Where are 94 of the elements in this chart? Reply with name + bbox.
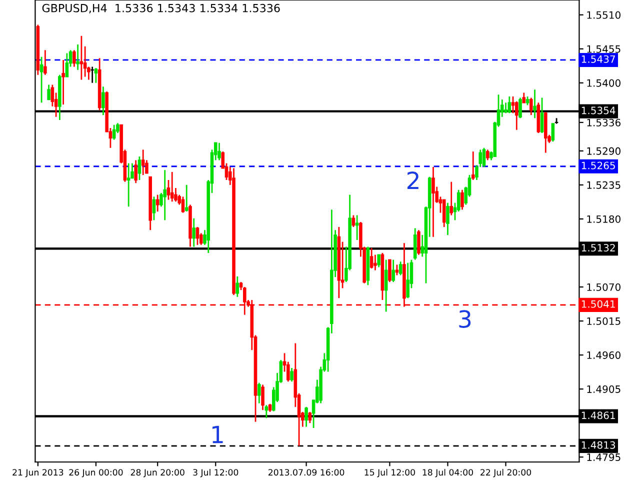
candlestick	[290, 367, 294, 382]
y-tick-label: 1.5180	[587, 215, 620, 223]
candlestick	[442, 199, 446, 228]
candlestick	[72, 49, 76, 68]
y-tick-label: 1.5336	[587, 118, 621, 126]
candlestick	[450, 181, 454, 216]
candlestick	[134, 159, 138, 184]
y-tick-label: 1.5510	[587, 11, 620, 19]
candlestick	[44, 49, 47, 76]
candlestick	[417, 229, 420, 256]
y-tick-label: 1.5400	[587, 79, 620, 87]
candlestick	[533, 88, 536, 119]
candlestick	[398, 260, 402, 276]
ref-line-label: 1.5437	[582, 55, 615, 63]
x-tick-label: 15 Jul 12:00	[364, 468, 415, 478]
candlestick	[518, 97, 522, 119]
ref-line-label: 1.4861	[582, 412, 615, 420]
candlestick	[392, 259, 395, 283]
x-tick-label: 22 Jul 20:00	[480, 468, 532, 478]
candlestick	[218, 142, 221, 161]
ref-line-label: 1.5265	[582, 162, 615, 170]
candlestick	[196, 226, 200, 246]
candlestick	[90, 66, 94, 84]
candlestick	[432, 166, 435, 238]
candlestick	[261, 384, 264, 411]
candlestick	[395, 264, 399, 276]
candlestick	[540, 97, 544, 134]
chart-title: GBPUSD,H4 1.5336 1.5343 1.5334 1.5336	[42, 4, 280, 14]
candlestick	[62, 59, 65, 106]
x-tick-label: 26 Jun 00:00	[69, 469, 123, 478]
candlestick	[486, 148, 490, 161]
candlestick	[352, 214, 356, 228]
candlestick	[406, 262, 410, 299]
candlestick	[141, 148, 145, 176]
y-tick-label: 1.5290	[587, 147, 620, 155]
y-tick-label: 1.5455	[587, 45, 620, 53]
candlestick	[551, 122, 555, 142]
x-tick-label: 18 Jul 04:00	[422, 468, 473, 478]
candlestick	[308, 411, 312, 424]
candlestick	[94, 67, 98, 84]
ref-line-label: 1.5354	[582, 106, 616, 114]
candlestick	[40, 56, 44, 104]
candlestick	[370, 247, 374, 270]
candlestick	[192, 218, 196, 248]
candlestick	[102, 86, 105, 116]
ref-line-label: 1.4813	[582, 441, 616, 449]
x-tick-label: 2013.07.09 16:00	[268, 469, 344, 476]
candlestick	[471, 150, 475, 181]
candlestick	[80, 35, 84, 80]
y-tick-label: 1.5235	[587, 181, 620, 189]
candlestick	[511, 96, 515, 114]
y-tick-label: 1.5015	[587, 317, 620, 325]
candlestick	[264, 404, 268, 419]
candlestick	[522, 92, 526, 104]
candlestick	[355, 214, 359, 241]
ref-line-label: 1.5041	[582, 300, 615, 308]
candlestick	[170, 171, 174, 202]
annotation: 3	[459, 310, 471, 328]
candlestick	[530, 97, 533, 116]
candlestick	[112, 124, 116, 140]
candlestick	[388, 259, 392, 283]
candlestick	[413, 228, 417, 260]
ref-line-label: 1.5132	[582, 244, 615, 252]
candlestick	[504, 102, 508, 114]
candlestick	[446, 202, 450, 236]
candlestick	[482, 147, 486, 168]
y-tick-label: 1.4795	[587, 453, 620, 461]
y-tick-label: 1.5070	[587, 283, 620, 291]
x-tick-label: 21 Jun 2013	[12, 469, 64, 478]
x-tick-label: 28 Jun 20:00	[130, 469, 184, 478]
y-tick-label: 1.4960	[587, 351, 620, 359]
candlestick	[258, 382, 261, 404]
candlestick	[377, 254, 380, 268]
candlestick	[384, 259, 388, 312]
candlestick	[156, 194, 160, 212]
candlestick	[47, 84, 50, 100]
candlestick	[460, 189, 464, 210]
candlestick	[374, 254, 377, 271]
candlestick	[184, 184, 188, 212]
candlestick	[76, 44, 80, 71]
x-tick-label: 3 Jul 12:00	[193, 468, 238, 478]
annotation: 1	[212, 426, 223, 444]
candlestick	[236, 276, 240, 298]
candlestick	[138, 156, 142, 181]
candlestick	[152, 196, 156, 221]
candlestick	[126, 162, 130, 208]
candlestick	[65, 52, 69, 78]
y-tick-label: 1.4905	[587, 385, 620, 393]
candlestick	[508, 96, 512, 114]
candlestick	[181, 196, 185, 214]
annotation: 2	[408, 171, 418, 190]
candlestick	[514, 100, 518, 131]
candlestick	[304, 406, 308, 428]
candlestick	[163, 169, 166, 221]
